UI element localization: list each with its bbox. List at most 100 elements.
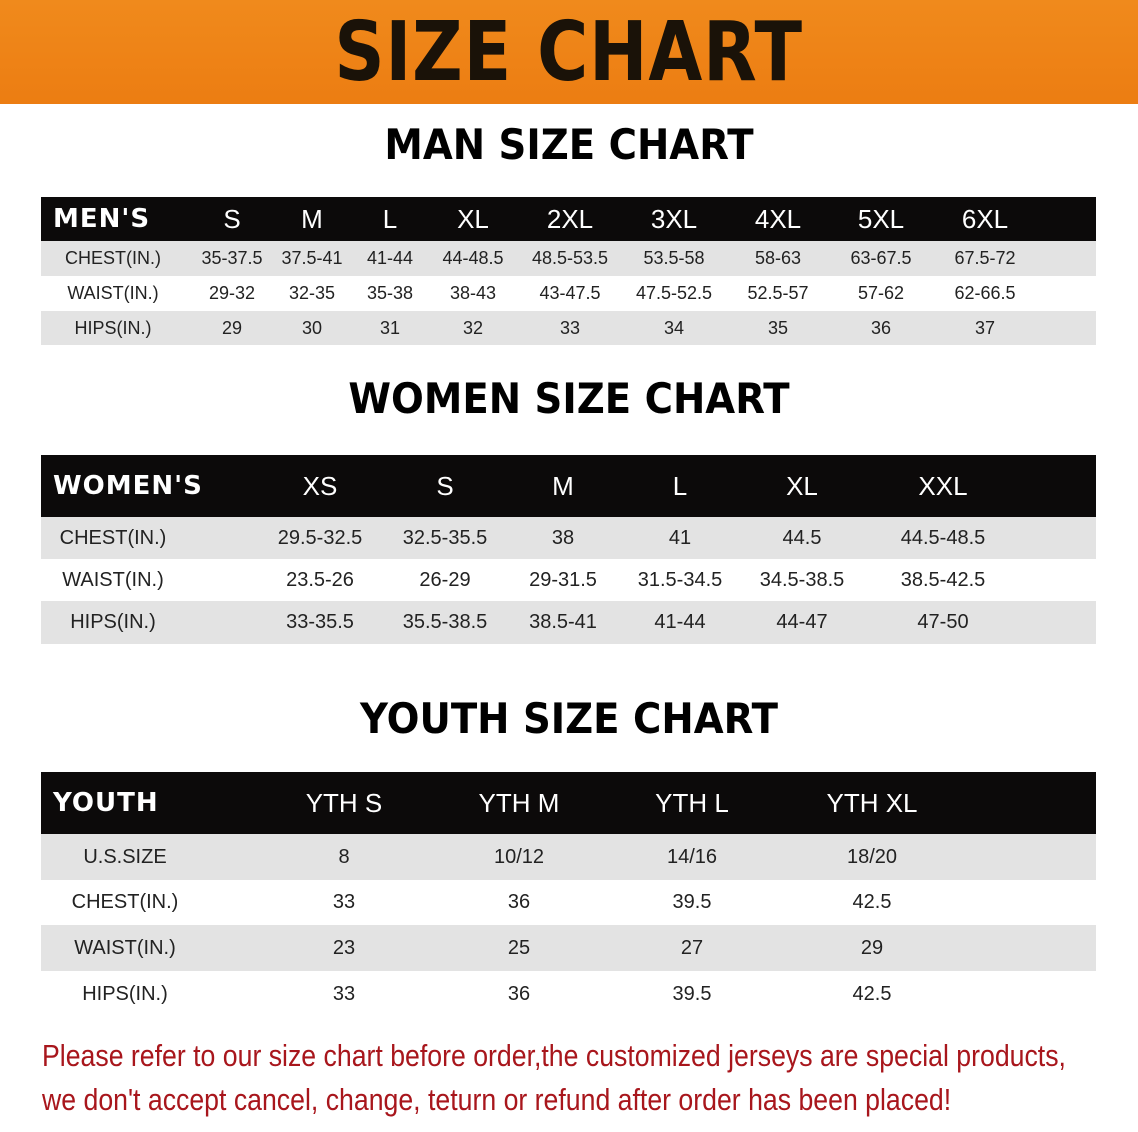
size-value-cell: 36 [507,891,531,913]
size-value-cell: 41-44 [366,248,414,268]
table-row: WAIST(IN.) 29-32 32-35 35-38 38-43 43-47.5 47.… [41,276,1096,311]
row-label: HIPS(IN.) [74,317,152,338]
table-header-label: MEN'S [53,204,151,234]
size-value-cell: 38 [551,526,575,549]
size-value-cell: 33 [559,317,581,338]
size-value-cell: 36 [507,982,531,1005]
size-value-cell: 35 [767,317,789,338]
row-label: HIPS(IN.) [82,982,168,1005]
size-column-header: M [552,470,574,501]
size-value-cell: 41-44 [654,611,706,633]
women-size-table: WOMEN'S XS S M L XL XXL CHEST(IN.) 29.5-32.5 32.5… [41,455,1096,644]
size-column-header: YTH XL [826,787,918,818]
size-value-cell: 43-47.5 [539,283,601,303]
size-value-cell: 44.5-48.5 [900,526,986,549]
size-value-cell: 44-48.5 [442,248,504,268]
size-value-cell: 41 [668,526,692,549]
size-column-header: YTH M [478,787,560,818]
size-column-header: XL [457,203,489,234]
row-label: CHEST(IN.) [65,248,161,268]
row-label: WAIST(IN.) [74,936,176,959]
size-column-header: XS [302,470,338,501]
size-value-cell: 37.5-41 [281,248,343,268]
size-value-cell: 25 [507,936,531,959]
size-value-cell: 30 [301,317,323,338]
size-value-cell: 37 [974,317,996,338]
table-row: CHEST(IN.) 29.5-32.5 32.5-35.5 38 41 44.5 44.5… [41,517,1096,559]
men-section-title: MAN SIZE CHART [384,120,754,169]
row-label: CHEST(IN.) [59,526,167,549]
size-value-cell: 35.5-38.5 [402,611,488,633]
table-row: HIPS(IN.) 33 36 39.5 42.5 [41,971,1096,1017]
size-value-cell: 35-38 [366,283,414,303]
size-value-cell: 29 [221,317,243,338]
table-header-row: WOMEN'S XS S M L XL XXL [41,455,1096,517]
size-value-cell: 36 [870,317,892,338]
table-row: CHEST(IN.) 35-37.5 37.5-41 41-44 44-48.5 48.5… [41,241,1096,276]
size-value-cell: 32.5-35.5 [402,526,488,549]
order-note-line-1: Please refer to our size chart before or… [42,1038,1066,1073]
size-value-cell: 38.5-42.5 [900,568,986,591]
size-column-header: 5XL [857,203,905,234]
table-header-label: YOUTH [53,788,159,818]
size-value-cell: 35-37.5 [201,248,263,268]
size-value-cell: 32 [462,317,484,338]
table-row: HIPS(IN.) 33-35.5 35.5-38.5 38.5-41 41-44 44-… [41,601,1096,644]
size-value-cell: 44.5 [782,526,822,549]
row-label: WAIST(IN.) [67,283,159,303]
size-value-cell: 29.5-32.5 [277,526,363,549]
order-note-line-2: we don't accept cancel, change, teturn o… [42,1082,952,1117]
size-value-cell: 23.5-26 [286,568,354,591]
size-value-cell: 52.5-57 [747,283,809,303]
size-value-cell: 39.5 [672,982,712,1005]
size-value-cell: 47-50 [917,611,969,633]
row-label: WAIST(IN.) [62,568,164,591]
size-chart-banner: SIZE CHART [0,0,1138,104]
size-column-header: 3XL [650,203,698,234]
size-value-cell: 42.5 [852,891,892,913]
row-label: U.S.SIZE [83,845,167,868]
women-section-title: WOMEN SIZE CHART [348,374,790,423]
table-header-row: YOUTH YTH S YTH M YTH L YTH XL [41,772,1096,834]
size-value-cell: 39.5 [672,891,712,913]
size-column-header: XXL [918,470,968,501]
size-value-cell: 62-66.5 [954,283,1016,303]
size-value-cell: 29-31.5 [529,568,597,591]
size-value-cell: 31.5-34.5 [637,568,723,591]
size-value-cell: 38-43 [449,283,497,303]
size-value-cell: 48.5-53.5 [531,248,609,268]
size-value-cell: 27 [680,936,704,959]
men-size-table: MEN'S S M L XL 2XL 3XL 4XL 5XL 6XL CHEST(IN.) 35-37… [41,197,1096,345]
table-row: WAIST(IN.) 23.5-26 26-29 29-31.5 31.5-34.5 34… [41,559,1096,601]
size-value-cell: 34 [663,317,685,338]
size-column-header: YTH L [655,787,729,818]
youth-size-table: YOUTH YTH S YTH M YTH L YTH XL U.S.SIZE 8 10/12… [41,772,1096,1017]
size-value-cell: 10/12 [493,845,545,868]
table-row: WAIST(IN.) 23 25 27 29 [41,925,1096,971]
size-value-cell: 23 [332,936,356,959]
size-value-cell: 29 [860,936,884,959]
size-value-cell: 53.5-58 [643,248,705,268]
size-value-cell: 29-32 [208,283,256,303]
banner-title: SIZE CHART [334,4,804,100]
size-value-cell: 34.5-38.5 [759,568,845,591]
size-column-header: YTH S [305,787,383,818]
size-value-cell: 57-62 [857,283,905,303]
size-value-cell: 26-29 [419,568,471,591]
size-column-header: 6XL [961,203,1009,234]
size-value-cell: 33 [332,891,356,913]
size-value-cell: 38.5-41 [529,611,597,633]
size-value-cell: 33 [332,982,356,1005]
size-column-header: XL [786,470,818,501]
size-value-cell: 47.5-52.5 [635,283,713,303]
size-column-header: S [223,203,241,234]
size-value-cell: 8 [338,845,350,868]
size-value-cell: 32-35 [288,283,336,303]
table-row: HIPS(IN.) 29 30 31 32 33 34 35 36 37 [41,311,1096,345]
row-label: HIPS(IN.) [70,611,156,633]
size-value-cell: 44-47 [776,611,828,633]
size-value-cell: 18/20 [846,845,898,868]
size-value-cell: 67.5-72 [954,248,1016,268]
size-column-header: 2XL [546,203,594,234]
size-column-header: 4XL [754,203,802,234]
